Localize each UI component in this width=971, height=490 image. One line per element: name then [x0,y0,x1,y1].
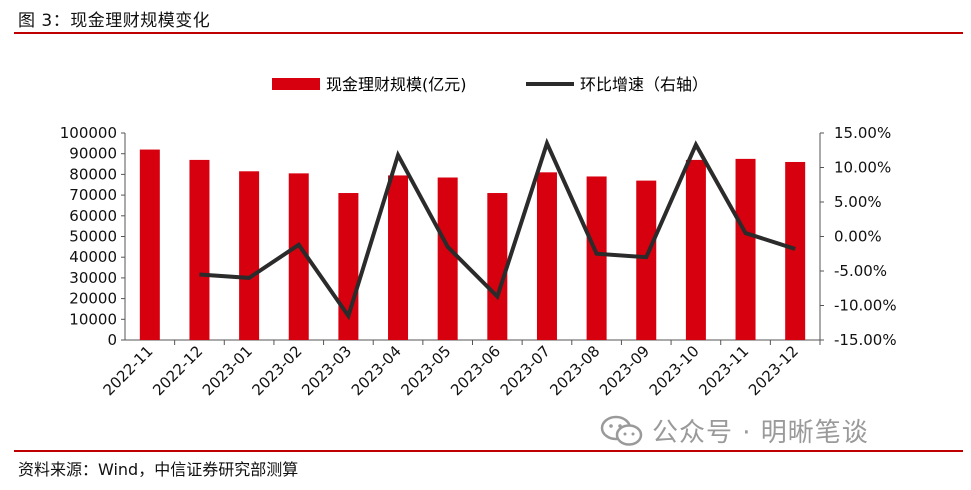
x-tick-label: 2022-11 [100,342,157,399]
left-tick-label: 20000 [69,290,117,308]
legend: 现金理财规模(亿元) 环比增速（右轴） [272,75,708,94]
right-tick-label: -15.00% [834,331,897,349]
figure-title: 图 3：现金理财规模变化 [18,11,211,31]
left-tick-label: 30000 [69,269,117,287]
wechat-icon [600,415,643,446]
x-tick-label: 2023-06 [447,342,504,399]
tick-labels: 0 10000 20000 30000 40000 50000 60000 70000 8000… [60,124,897,399]
right-tick-label: 15.00% [834,124,891,142]
left-tick-label: 70000 [69,186,117,204]
chart: 现金理财规模(亿元) 环比增速（右轴） 0 10000 20000 30000 4000… [60,75,897,399]
top-divider [14,32,963,34]
x-tick-label: 2023-01 [199,342,256,399]
right-tick-label: 10.00% [834,159,891,177]
left-tick-label: 10000 [69,310,117,328]
bar [288,173,309,340]
bar [785,161,806,340]
x-tick-label: 2023-09 [596,342,653,399]
x-tick-label: 2023-11 [695,342,752,399]
bar [586,176,607,340]
x-tick-label: 2023-03 [298,342,355,399]
right-tick-label: 5.00% [834,193,882,211]
left-tick-label: 80000 [69,165,117,183]
x-tick-label: 2023-08 [546,342,603,399]
bar-series [139,149,806,340]
x-tick-label: 2023-12 [745,342,802,399]
right-tick-label: -10.00% [834,297,897,315]
source-note: 资料来源：Wind，中信证券研究部测算 [18,460,299,479]
line-series [199,137,796,321]
x-tick-label: 2023-07 [497,342,554,399]
left-tick-label: 90000 [69,145,117,163]
left-tick-label: 40000 [69,248,117,266]
bottom-divider [14,450,963,452]
x-tick-label: 2022-12 [149,342,206,399]
bar [239,171,260,340]
legend-line-label: 环比增速（右轴） [580,75,708,94]
watermark-brand: 公众号 · 明晰笔谈 [600,412,869,449]
bar [437,177,458,340]
legend-bar-swatch [272,78,320,90]
right-tick-label: 0.00% [834,228,882,246]
left-tick-label: 50000 [69,228,117,246]
bar [139,149,160,340]
axes [121,132,824,345]
left-tick-label: 60000 [69,207,117,225]
left-tick-label: 100000 [60,124,117,142]
right-tick-label: -5.00% [834,262,887,280]
left-tick-label: 0 [107,331,117,349]
bar [536,172,557,340]
bar [685,159,706,340]
brand-text: 公众号 · 明晰笔谈 [652,418,869,448]
x-tick-label: 2023-04 [348,342,405,399]
bar [487,193,508,340]
bar [636,180,657,340]
legend-bar-label: 现金理财规模(亿元) [326,75,467,94]
x-tick-label: 2023-10 [646,342,703,399]
x-tick-label: 2023-05 [397,342,454,399]
bar [735,158,756,340]
x-tick-label: 2023-02 [249,342,306,399]
bar [388,175,409,340]
bar [189,159,210,340]
